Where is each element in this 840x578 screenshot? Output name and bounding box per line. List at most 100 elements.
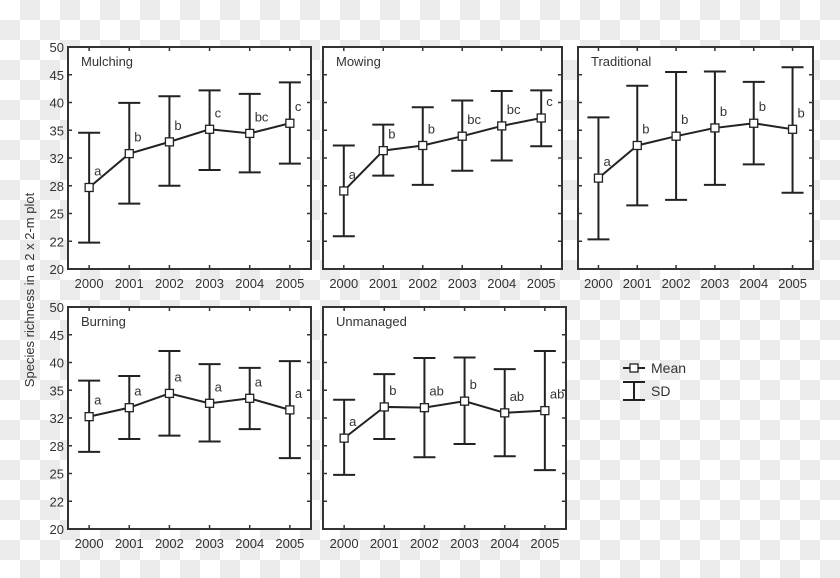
x-tick-label: 2001 xyxy=(115,276,144,291)
y-tick-label: 20 xyxy=(50,522,64,537)
significance-letter: ab xyxy=(510,389,524,404)
mean-line xyxy=(343,117,542,192)
y-tick-label: 25 xyxy=(50,207,64,222)
panel-mulching: 20 22 25 28 32 35 40 45 50 2000 2001 2002 2003 2004 20… xyxy=(50,40,312,291)
y-tick-label: 22 xyxy=(50,494,64,509)
mean-marker xyxy=(124,148,134,159)
mean-line xyxy=(88,122,291,189)
x-tick-label: 2002 xyxy=(155,276,184,291)
significance-letter: b xyxy=(642,121,649,136)
significance-letter: c xyxy=(215,105,222,120)
x-tick-label: 2002 xyxy=(408,276,437,291)
panel-mowing: 2000 2001 2002 2003 2004 2005 Mowing a b b bc bc c xyxy=(322,46,563,291)
mean-marker xyxy=(378,145,388,156)
significance-letter: c xyxy=(546,94,553,109)
mean-marker xyxy=(339,186,349,196)
mean-marker xyxy=(497,121,507,131)
x-tick-label: 2003 xyxy=(195,276,224,291)
y-tick-label: 40 xyxy=(50,356,64,371)
panel-frame xyxy=(322,46,563,270)
mean-marker xyxy=(710,123,720,133)
x-tick-label: 2003 xyxy=(448,276,477,291)
x-tick-label: 2005 xyxy=(275,276,304,291)
x-tick-label: 2001 xyxy=(369,276,398,291)
x-tick-label: 2001 xyxy=(623,276,652,291)
panel-title: Unmanaged xyxy=(336,314,407,329)
panel-burning: 20 22 25 28 32 35 40 45 50 2000 2001 2002 2003 2004 20… xyxy=(50,300,312,551)
mean-marker xyxy=(540,405,550,416)
significance-letter: a xyxy=(349,167,357,182)
legend-mean-label: Mean xyxy=(651,360,686,376)
significance-letter: a xyxy=(174,369,182,384)
x-tick-label: 2005 xyxy=(530,536,559,551)
y-tick-label: 32 xyxy=(50,151,64,166)
mean-marker xyxy=(457,131,467,141)
panel-title: Burning xyxy=(81,314,126,329)
x-tick-label: 2005 xyxy=(527,276,556,291)
y-tick-label: 35 xyxy=(50,383,64,398)
mean-marker xyxy=(245,128,255,139)
significance-letter: b xyxy=(174,118,181,133)
mean-line xyxy=(597,122,793,179)
y-axis-label: Species richness in a 2 x 2-m plot xyxy=(22,192,37,387)
x-tick-label: 2001 xyxy=(115,536,144,551)
x-tick-label: 2005 xyxy=(778,276,807,291)
y-tick-label: 25 xyxy=(50,467,64,482)
mean-marker xyxy=(204,398,215,408)
x-tick-label: 2003 xyxy=(700,276,729,291)
x-tick-label: 2001 xyxy=(370,536,399,551)
significance-letter: b xyxy=(388,127,395,142)
x-tick-label: 2000 xyxy=(75,276,104,291)
significance-letter: a xyxy=(603,154,611,169)
y-tick-label: 45 xyxy=(50,68,64,83)
x-tick-label: 2005 xyxy=(275,536,304,551)
mean-marker xyxy=(749,118,759,128)
panel-traditional: 2000 2001 2002 2003 2004 2005 Traditional a b b b b… xyxy=(577,46,814,291)
panel-frame xyxy=(577,46,814,270)
panel-title: Mowing xyxy=(336,54,381,69)
legend: Mean SD xyxy=(623,360,686,401)
significance-letter: c xyxy=(295,99,302,114)
mean-marker xyxy=(419,403,430,413)
mean-marker xyxy=(164,388,175,399)
significance-letter: b xyxy=(428,121,435,136)
x-tick-label: 2004 xyxy=(487,276,516,291)
significance-letter: b xyxy=(470,377,477,392)
significance-letter: b xyxy=(720,104,727,119)
x-tick-label: 2002 xyxy=(155,536,184,551)
mean-marker xyxy=(459,396,470,406)
mean-marker xyxy=(164,137,175,147)
mean-line xyxy=(88,392,291,418)
significance-letter: a xyxy=(94,163,102,178)
x-tick-label: 2004 xyxy=(235,276,264,291)
significance-letter: ab xyxy=(429,384,443,399)
mean-marker xyxy=(418,140,428,151)
y-tick-label: 20 xyxy=(50,262,64,277)
x-tick-label: 2000 xyxy=(584,276,613,291)
x-tick-label: 2002 xyxy=(662,276,691,291)
significance-letter: bc xyxy=(467,112,481,127)
mean-marker xyxy=(285,405,295,415)
significance-letter: a xyxy=(215,379,223,394)
y-tick-label: 50 xyxy=(50,40,64,55)
significance-letter: b xyxy=(759,99,766,114)
mean-marker xyxy=(339,433,349,443)
y-tick-label: 40 xyxy=(50,96,64,111)
y-tick-label: 28 xyxy=(50,179,64,194)
panel-frame xyxy=(322,306,567,530)
mean-marker xyxy=(84,411,94,422)
x-tick-label: 2000 xyxy=(329,276,358,291)
x-tick-label: 2003 xyxy=(195,536,224,551)
significance-letter: bc xyxy=(507,102,521,117)
y-tick-label: 45 xyxy=(50,328,64,343)
x-tick-label: 2002 xyxy=(410,536,439,551)
legend-sd-label: SD xyxy=(651,383,670,399)
mean-marker xyxy=(84,182,94,193)
mean-marker xyxy=(632,140,642,151)
significance-letter: ab xyxy=(550,387,564,402)
x-tick-label: 2004 xyxy=(739,276,768,291)
x-tick-label: 2000 xyxy=(75,536,104,551)
mean-marker xyxy=(204,124,215,134)
significance-letter: a xyxy=(255,374,263,389)
